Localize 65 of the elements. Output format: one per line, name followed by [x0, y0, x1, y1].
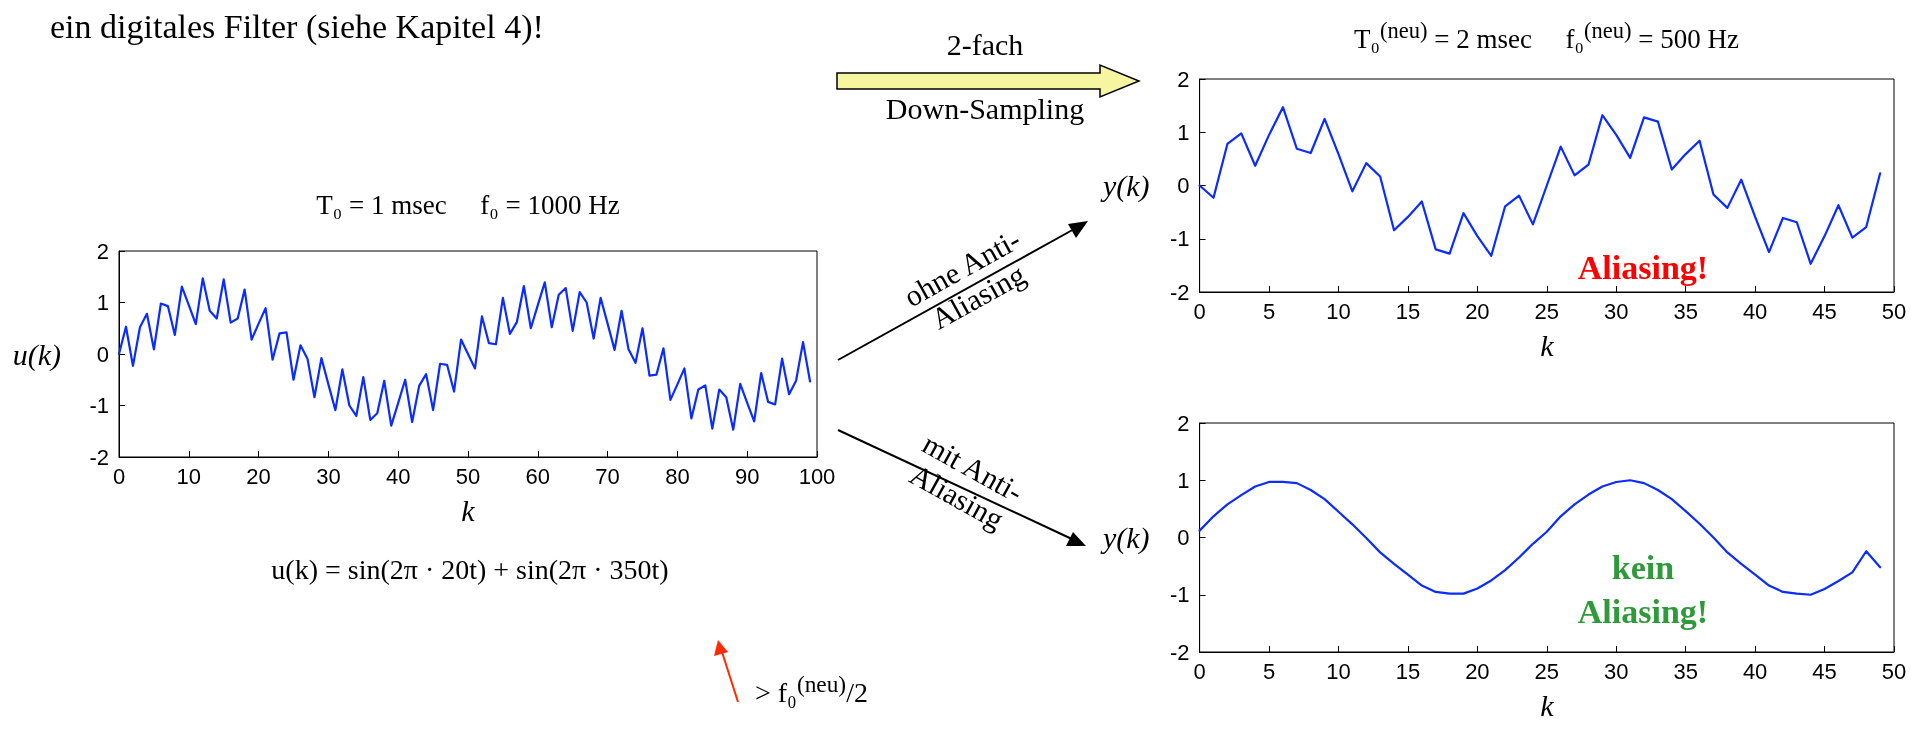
x-axis-title: k: [461, 493, 476, 527]
x-tick-label: 15: [1395, 298, 1421, 324]
x-tick-label: 0: [1193, 658, 1206, 684]
x-tick-label: 5: [1262, 658, 1276, 684]
line-series: [1198, 479, 1882, 596]
x-tick-label: 100: [798, 463, 836, 489]
x-tick-label: 50: [1881, 658, 1907, 684]
x-tick-label: 20: [1465, 298, 1490, 324]
x-tick-label: 40: [385, 463, 411, 489]
chart-title: T₀$^{(neu)}$ = 2 msec f₀$^{(neu)}$ = 500 Hz: [1354, 18, 1739, 55]
x-axis-title: k: [1540, 328, 1555, 362]
y-axis-title: y(k): [1099, 521, 1150, 555]
x-tick-label: 90: [734, 463, 760, 489]
y-tick-label: 1: [96, 290, 109, 315]
x-tick-label: 20: [1465, 658, 1490, 684]
x-tick-label: 80: [665, 463, 690, 489]
y-tick-label: 2: [1177, 410, 1190, 436]
x-tick-label: 35: [1673, 298, 1698, 324]
x-tick-label: 40: [1742, 658, 1768, 684]
x-tick-label: 30: [1604, 298, 1629, 324]
y-tick-label: -1: [89, 393, 109, 418]
x-tick-label: 50: [455, 463, 481, 489]
y-tick-label: -2: [89, 444, 109, 470]
x-tick-label: 30: [1604, 658, 1629, 684]
y-tick-label: -1: [1170, 226, 1190, 252]
y-tick-label: 0: [96, 341, 109, 367]
x-tick-label: 15: [1395, 658, 1421, 684]
y-tick-label: 0: [1177, 525, 1190, 550]
x-tick-label: 10: [1326, 658, 1351, 684]
y-tick-label: 2: [1177, 66, 1190, 92]
x-tick-label: 20: [246, 463, 271, 489]
x-tick-label: 70: [595, 463, 620, 489]
x-tick-label: 5: [1262, 298, 1276, 324]
y-tick-label: -1: [1170, 582, 1190, 608]
x-tick-label: 25: [1534, 298, 1560, 324]
y-tick-label: -2: [1170, 639, 1190, 665]
y-axis-title: y(k): [1099, 169, 1150, 203]
chart-title: T₀ = 1 msec f₀ = 1000 Hz: [316, 190, 620, 221]
x-tick-label: 0: [112, 463, 126, 489]
text: u(k) = sin(2π · 20t) + sin(2π · 350t): [271, 554, 669, 586]
x-tick-label: 45: [1812, 658, 1837, 684]
y-tick-label: 1: [1177, 119, 1190, 145]
text: > f₀$^{(neu)}$/2: [755, 671, 868, 710]
x-tick-label: 10: [1326, 298, 1351, 324]
line-series: [117, 277, 812, 431]
x-tick-label: 40: [1742, 298, 1768, 324]
annotation: kein Aliasing!: [1577, 547, 1709, 632]
x-tick-label: 25: [1534, 658, 1560, 684]
y-tick-label: 0: [1177, 173, 1190, 198]
x-tick-label: 30: [316, 463, 341, 489]
x-axis-title: k: [1540, 688, 1555, 722]
text: 2-fach: [946, 28, 1024, 61]
x-tick-label: 50: [1881, 298, 1907, 324]
text: ein digitales Filter (siehe Kapitel 4)!: [50, 8, 544, 46]
x-tick-label: 45: [1812, 298, 1837, 324]
y-tick-label: 1: [1177, 467, 1190, 493]
y-tick-label: -2: [1170, 279, 1190, 305]
annotation: Aliasing!: [1577, 249, 1709, 287]
x-tick-label: 0: [1193, 298, 1206, 324]
y-tick-label: 2: [96, 238, 109, 264]
x-tick-label: 10: [176, 463, 202, 489]
x-tick-label: 35: [1673, 658, 1698, 684]
y-axis-title: u(k): [12, 337, 62, 372]
x-tick-label: 60: [525, 463, 551, 489]
text: Down-Sampling: [885, 92, 1085, 125]
